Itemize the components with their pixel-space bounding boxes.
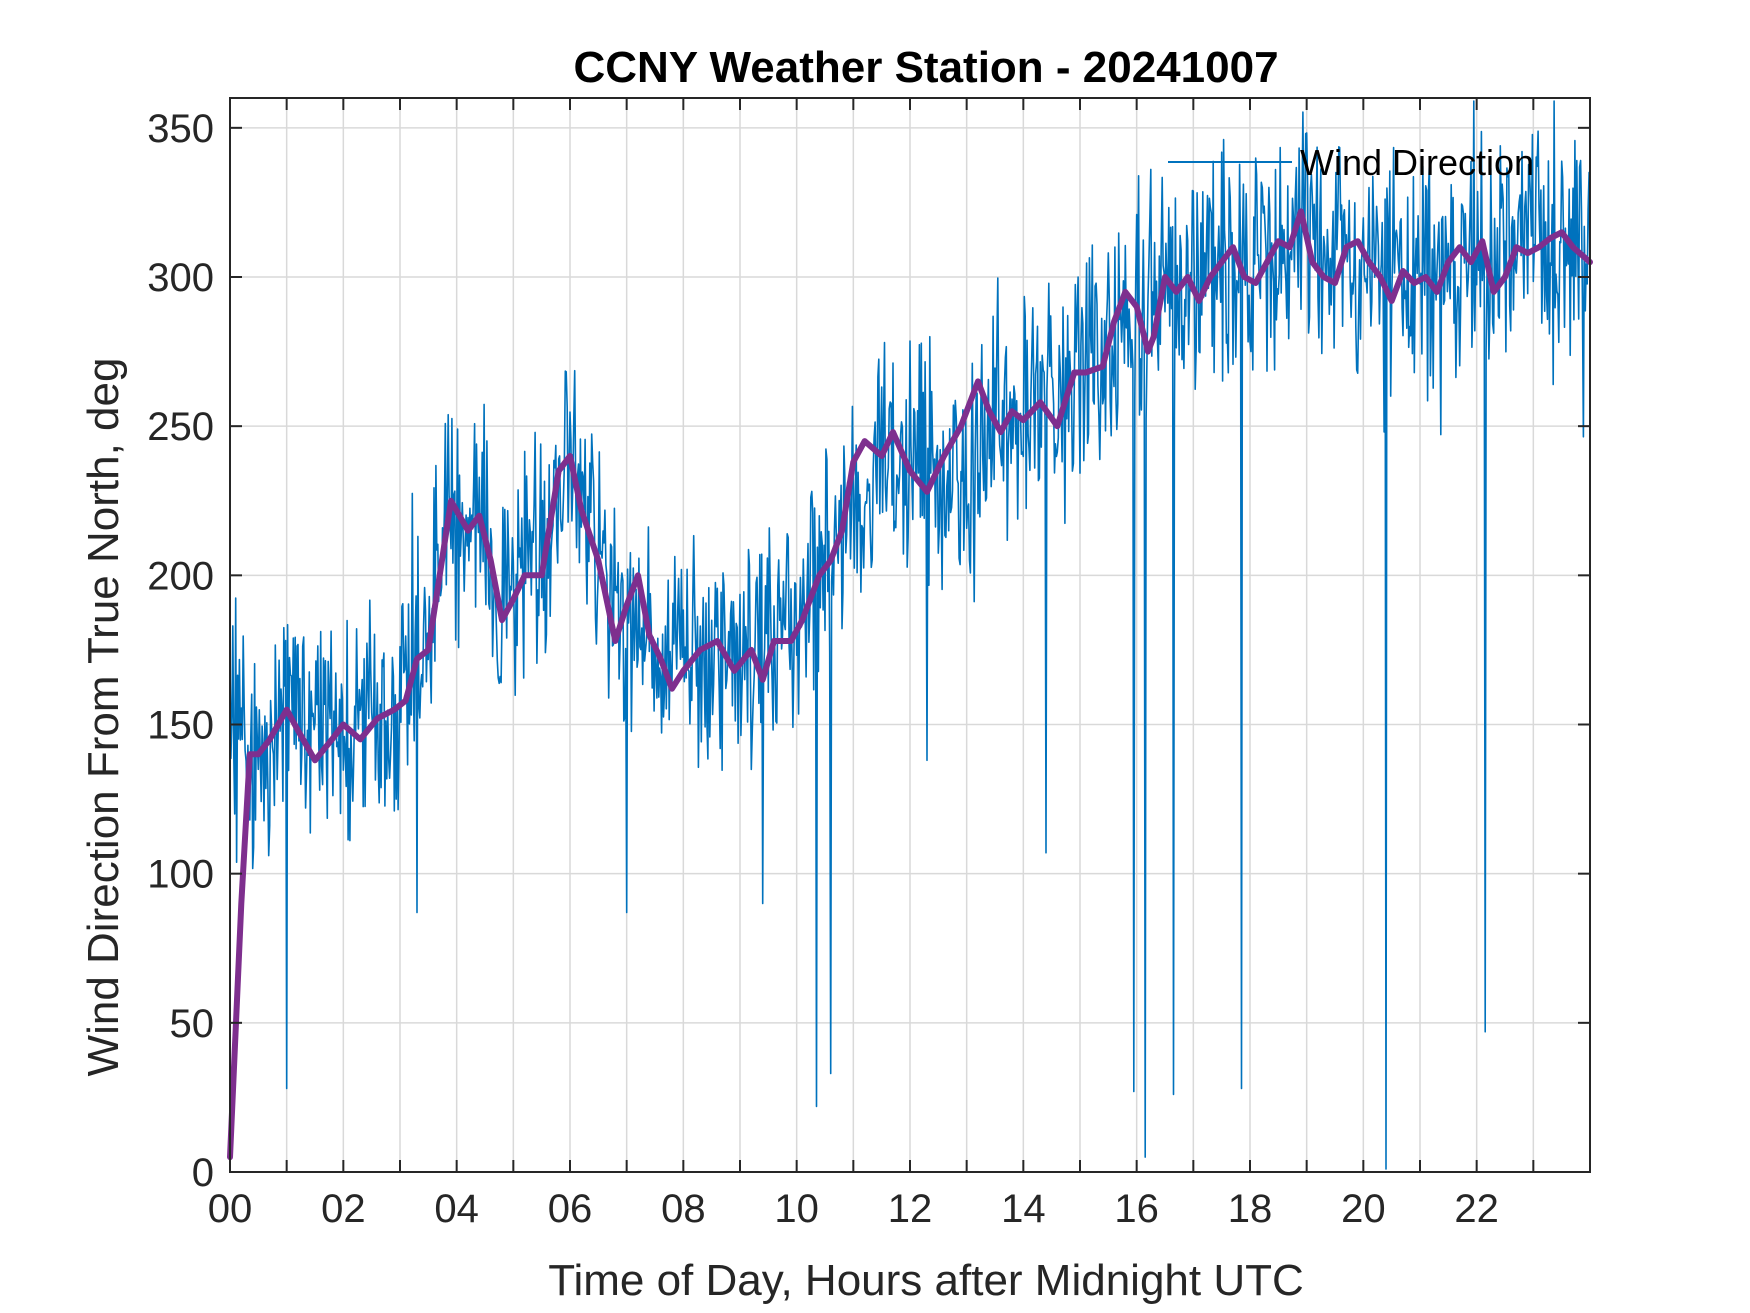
y-tick-label: 250 xyxy=(147,405,214,449)
x-axis-label: Time of Day, Hours after Midnight UTC xyxy=(548,1256,1304,1305)
y-tick-label: 100 xyxy=(147,853,214,897)
y-tick-label: 50 xyxy=(170,1002,215,1046)
x-tick-label: 18 xyxy=(1228,1187,1273,1231)
series-line-smoothed xyxy=(227,208,1593,1161)
x-tick-label: 00 xyxy=(208,1187,253,1231)
x-tick-label: 14 xyxy=(1001,1187,1046,1231)
x-tick-label: 22 xyxy=(1454,1187,1499,1231)
x-tick-label: 08 xyxy=(661,1187,706,1231)
tick-labels: 00 02 04 06 08 10 12 14 16 18 20 22 0 50 100 150 200 250 3… xyxy=(147,107,1499,1231)
x-tick-label: 10 xyxy=(774,1187,819,1231)
x-tick-label: 06 xyxy=(548,1187,593,1231)
chart-title: CCNY Weather Station - 20241007 xyxy=(573,43,1278,92)
x-tick-label: 20 xyxy=(1341,1187,1386,1231)
x-tick-label: 16 xyxy=(1114,1187,1159,1231)
axes xyxy=(229,97,1591,1173)
x-tick-label: 04 xyxy=(434,1187,479,1231)
y-tick-label: 300 xyxy=(147,256,214,300)
y-tick-label: 150 xyxy=(147,704,214,748)
series-layer xyxy=(227,100,1593,1170)
x-tick-label: 12 xyxy=(888,1187,933,1231)
y-tick-label: 0 xyxy=(192,1151,214,1195)
y-tick-label: 350 xyxy=(147,107,214,151)
y-tick-label: 200 xyxy=(147,554,214,598)
legend: Wind Direction xyxy=(1168,142,1534,183)
legend-label-wind-direction: Wind Direction xyxy=(1300,142,1534,183)
series-line-wind-direction xyxy=(229,100,1591,1170)
y-axis-label: Wind Direction From True North, deg xyxy=(79,358,128,1077)
x-tick-label: 02 xyxy=(321,1187,366,1231)
